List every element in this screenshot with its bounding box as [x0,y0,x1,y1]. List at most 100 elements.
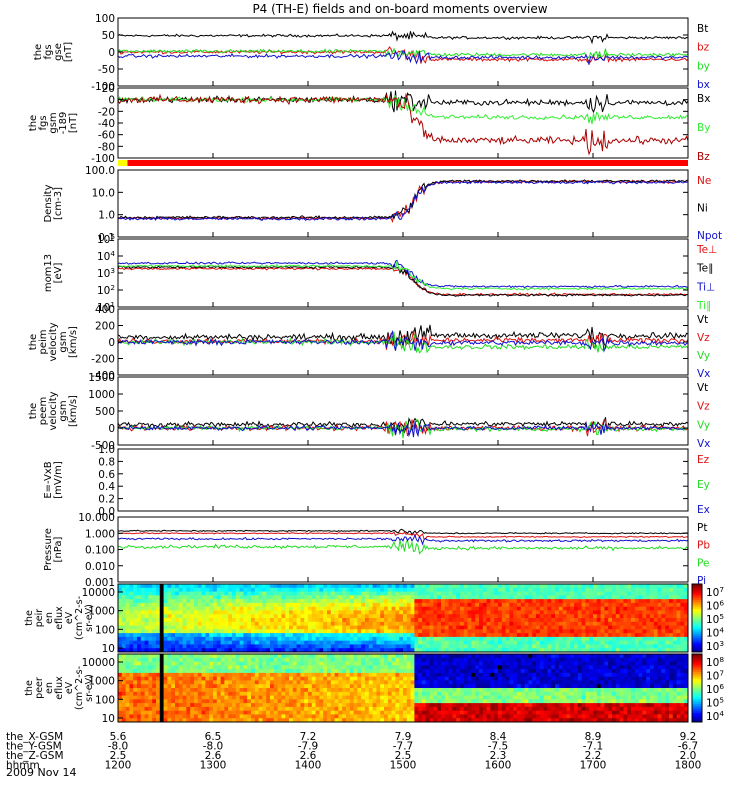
spectrogram-cell [665,584,670,589]
spectrogram-cell [490,695,495,700]
spectrogram-cell [653,648,658,653]
spectrogram-cell [121,595,126,600]
spectrogram-cell [197,703,202,708]
spectrogram-cell [182,684,187,689]
spectrogram-cell [437,648,442,653]
spectrogram-cell [387,654,392,659]
spectrogram-cell [346,602,351,608]
spectrogram-cell [490,644,495,649]
spectrogram-cell [380,688,385,693]
spectrogram-cell [672,614,677,619]
spectrogram-cell [524,676,529,681]
spectrogram-cell [140,584,145,589]
spectrogram-cell [380,621,385,626]
spectrogram-cell [395,648,400,653]
spectrogram-cell [311,672,316,678]
spectrogram-cell [239,633,244,638]
spectrogram-cell [532,614,537,619]
spectrogram-cell [327,688,332,693]
spectrogram-cell [433,584,438,589]
spectrogram-cell [418,599,423,604]
spectrogram-cell [372,676,377,681]
spectrogram-cell [437,599,442,604]
spectrogram-cell [585,610,590,615]
spectrogram-cell [479,602,484,608]
spectrogram-cell [213,706,218,712]
spectrogram-cell [175,633,180,638]
spectrogram-cell [247,633,252,638]
spectrogram-cell [194,699,199,704]
spectrogram-cell [619,625,624,630]
spectrogram-cell [304,644,309,649]
spectrogram-cell [498,672,503,678]
spectrogram-cell [467,699,472,704]
spectrogram-cell [292,614,297,619]
spectrogram-cell [425,684,430,689]
spectrogram-cell [232,621,237,626]
spectrogram-cell [631,629,636,634]
spectrogram-cell [524,633,529,638]
spectrogram-cell [125,657,130,662]
spectrogram-cell [490,629,495,634]
spectrogram-cell [273,595,278,600]
spectrogram-cell [289,684,294,689]
spectrogram-cell [308,676,313,681]
spectrogram-cell [520,661,525,666]
spectrogram-cell [422,672,427,678]
spectrogram-cell [300,591,305,596]
spectrogram-cell [566,606,571,611]
spectrogram-cell [148,688,153,693]
spectrogram-cell [258,718,263,723]
spectrogram-cell [194,657,199,662]
spectrogram-cell [513,587,518,592]
spectrogram-cell [125,699,130,704]
spectrogram-cell [213,669,218,674]
spectrogram-cell [247,587,252,592]
spectrogram-cell [505,657,510,662]
spectrogram-cell [121,699,126,704]
spectrogram-cell [296,661,301,666]
spectrogram-cell [163,648,168,653]
spectrogram-cell [357,718,362,723]
spectrogram-cell [384,606,389,611]
colorbar-cell [692,590,702,594]
spectrogram-cell [608,591,613,596]
spectrogram-cell [315,684,320,689]
spectrogram-cell [311,648,316,653]
spectrogram-cell [156,669,161,674]
spectrogram-cell [121,710,126,715]
spectrogram-cell [520,680,525,685]
spectrogram-cell [308,584,313,589]
spectrogram-cell [182,584,187,589]
spectrogram-cell [300,636,305,642]
spectrogram-cell [315,703,320,708]
spectrogram-cell [224,718,229,723]
spectrogram-cell [536,595,541,600]
spectrogram-cell [361,648,366,653]
spectrogram-cell [684,621,689,626]
spectrogram-cell [444,680,449,685]
spectrogram-cell [509,676,514,681]
spectrogram-cell [619,614,624,619]
spectrogram-cell [365,714,370,719]
panel-series [118,528,688,555]
spectrogram-cell [494,595,499,600]
legend-entry: Vx [697,368,710,380]
spectrogram-cell [296,595,301,600]
spectrogram-cell [486,602,491,608]
spectrogram-cell [243,644,248,649]
spectrogram-cell [205,691,210,696]
spectrogram-cell [186,688,191,693]
spectrogram-cell [209,606,214,611]
spectrogram-cell [570,640,575,645]
spectrogram-cell [167,665,172,670]
spectrogram-cell [501,584,506,589]
spectrogram-cell [266,621,271,626]
spectrogram-cell [577,599,582,604]
spectrogram-cell [482,661,487,666]
spectrogram-cell [361,676,366,681]
spectrogram-cell [121,657,126,662]
spectrogram-cell [133,688,138,693]
spectrogram-cell [125,714,130,719]
spectrogram-cell [505,621,510,626]
